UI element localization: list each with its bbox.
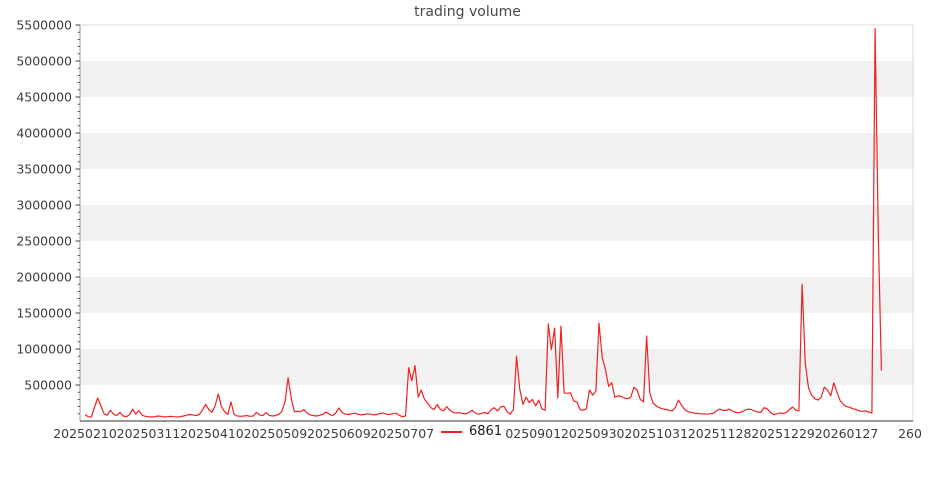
x-tick-label: 20250930 [561, 426, 625, 441]
legend-line-swatch [441, 431, 462, 433]
y-tick-label: 4500000 [16, 90, 72, 105]
x-tick-label: 20251031 [624, 426, 688, 441]
x-tick-label: 20250901 [497, 426, 561, 441]
y-tick-label: 1500000 [16, 306, 72, 321]
x-axis: 20250210 20250311 20250410 20250509 20250609… [53, 426, 922, 441]
x-tick-label: 20250410 [180, 426, 244, 441]
x-tick-label: 20251229 [751, 426, 815, 441]
x-tick-label: 20250311 [117, 426, 181, 441]
x-tick-label: 20260127 [815, 426, 879, 441]
y-tick-label: 3000000 [16, 198, 72, 213]
y-axis: 500000 1000000 1500000 2000000 2500000 300000… [16, 18, 80, 415]
x-tick-label: 20250707 [370, 426, 434, 441]
legend-series-label: 6861 [469, 424, 503, 439]
x-tick-label: 20250210 [53, 426, 117, 441]
y-tick-label: 2500000 [16, 234, 72, 249]
y-tick-label: 1000000 [16, 342, 72, 357]
x-tick-label: 20250609 [307, 426, 371, 441]
y-tick-label: 500000 [24, 378, 72, 393]
plot-bands [80, 61, 913, 385]
y-tick-label: 5500000 [16, 18, 72, 33]
x-tick-label: 20250509 [244, 426, 308, 441]
y-tick-label: 4000000 [16, 126, 72, 141]
legend: 6861 [437, 423, 507, 441]
y-tick-label: 3500000 [16, 162, 72, 177]
x-tick-label: 260 [898, 426, 922, 441]
x-tick-label: 20251128 [688, 426, 752, 441]
y-tick-label: 5000000 [16, 54, 72, 69]
y-tick-label: 2000000 [16, 270, 72, 285]
series-line [84, 28, 882, 418]
chart-title: trading volume [414, 4, 521, 20]
plot-spines [79, 24, 914, 422]
